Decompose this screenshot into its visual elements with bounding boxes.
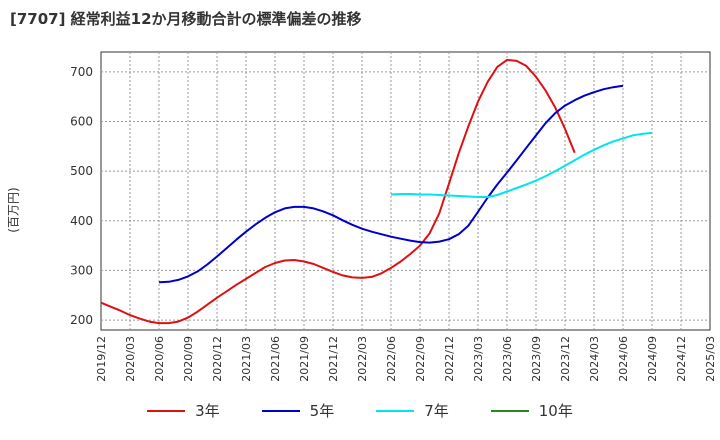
series-line-5年 xyxy=(158,84,624,284)
x-tick-label: 2021/06 xyxy=(269,336,282,382)
x-tick-label: 2022/03 xyxy=(356,336,369,382)
y-tick-label: 300 xyxy=(70,263,93,277)
plot-area xyxy=(100,51,711,331)
x-tick-label: 2024/09 xyxy=(646,336,659,382)
x-tick-label: 2019/12 xyxy=(95,336,108,382)
x-tick-label: 2020/12 xyxy=(211,336,224,382)
legend-label: 3年 xyxy=(195,402,220,420)
chart-title: [7707] 経常利益12か月移動合計の標準偏差の推移 xyxy=(10,10,362,28)
x-tick-label: 2021/09 xyxy=(298,336,311,382)
x-tick-label: 2021/12 xyxy=(327,336,340,382)
x-tick-label: 2020/03 xyxy=(124,336,137,382)
legend-swatch xyxy=(490,409,529,412)
legend-swatch xyxy=(261,409,300,412)
x-tick-label: 2023/12 xyxy=(559,336,572,382)
legend-item: 3年 xyxy=(147,400,220,421)
legend-item: 10年 xyxy=(490,400,573,421)
series-line-7年 xyxy=(390,131,653,198)
x-tick-label: 2021/03 xyxy=(240,336,253,382)
legend-item: 5年 xyxy=(261,400,335,421)
legend-label: 7年 xyxy=(424,402,449,420)
x-tick-label: 2024/06 xyxy=(617,336,630,382)
x-tick-label: 2025/03 xyxy=(704,336,717,382)
grid-lines xyxy=(101,52,710,330)
x-tick-label: 2020/09 xyxy=(182,336,195,382)
x-tick-label: 2022/06 xyxy=(385,336,398,382)
y-tick-label: 600 xyxy=(70,115,93,129)
x-tick-label: 2023/06 xyxy=(501,336,514,382)
x-tick-label: 2020/06 xyxy=(153,336,166,382)
x-tick-label: 2024/03 xyxy=(588,336,601,382)
y-tick-label: 500 xyxy=(70,164,93,178)
x-tick-label: 2022/09 xyxy=(414,336,427,382)
legend-label: 10年 xyxy=(538,402,573,420)
legend-label: 5年 xyxy=(309,402,335,420)
x-tick-label: 2024/12 xyxy=(675,336,688,382)
legend-swatch xyxy=(147,409,186,412)
y-tick-label: 700 xyxy=(70,65,93,79)
legend: 3年 5年 7年 10年 xyxy=(0,400,720,421)
series-line-3年 xyxy=(100,58,576,325)
y-axis: 200 300 400 500 600 700 xyxy=(70,65,93,327)
x-tick-label: 2022/12 xyxy=(443,336,456,382)
legend-swatch xyxy=(376,409,415,412)
x-tick-label: 2023/09 xyxy=(530,336,543,382)
x-tick-label: 2023/03 xyxy=(472,336,485,382)
x-axis: 2019/12 2020/03 2020/06 2020/09 2020/12 2021/… xyxy=(95,336,717,382)
y-tick-label: 200 xyxy=(70,313,93,327)
series-lines xyxy=(100,58,653,325)
y-tick-label: 400 xyxy=(70,214,93,228)
legend-item: 7年 xyxy=(376,400,449,421)
